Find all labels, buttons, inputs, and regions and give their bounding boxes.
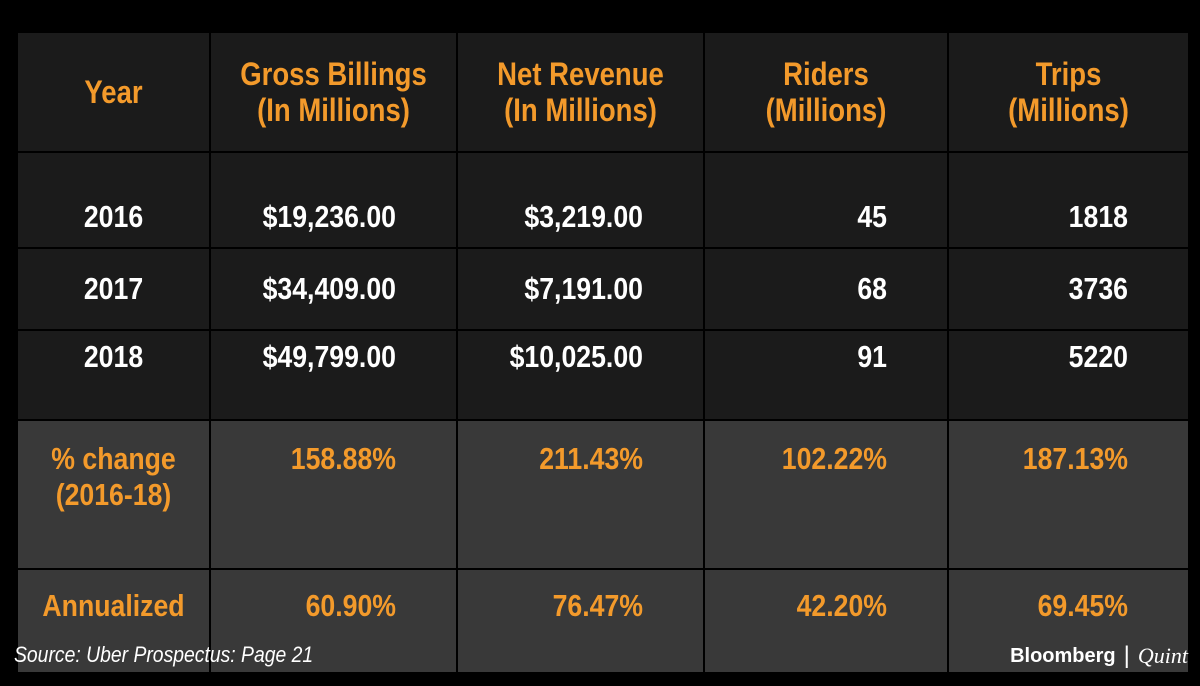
annualized-gross-billings: 60.90%	[305, 588, 396, 623]
header-trips-line2: (Millions)	[1008, 92, 1129, 128]
annualized-row: Annualized 60.90% 76.47% 42.20% 69.45%	[16, 568, 1190, 674]
trips-cell: 5220	[1068, 339, 1128, 374]
header-gross-billings-line2: (In Millions)	[257, 92, 410, 128]
annualized-label: Annualized	[42, 588, 185, 623]
pct-change-label-line1: % change	[51, 441, 176, 476]
net-revenue-cell: $10,025.00	[509, 339, 643, 374]
riders-cell: 45	[857, 199, 887, 234]
header-row: Year Gross Billings (In Millions) Net Re…	[16, 31, 1190, 153]
pct-change-label-line2: (2016-18)	[55, 477, 172, 512]
brand-logo: Bloomberg | Quint	[1010, 642, 1188, 670]
gross-billings-cell: $34,409.00	[262, 271, 396, 306]
header-net-revenue-line2: (In Millions)	[504, 92, 657, 128]
brand-separator: |	[1123, 642, 1130, 669]
header-gross-billings-line1: Gross Billings	[240, 56, 427, 92]
table-row: 2016 $19,236.00 $3,219.00 45 1818	[16, 151, 1190, 249]
brand-quint: Quint	[1137, 643, 1188, 668]
header-net-revenue: Net Revenue (In Millions)	[456, 31, 705, 153]
pct-change-net-revenue: 211.43%	[539, 441, 643, 476]
year-cell: 2016	[83, 199, 144, 234]
pct-change-riders: 102.22%	[781, 441, 887, 476]
header-riders-line2: (Millions)	[765, 92, 887, 128]
pct-change-row: % change (2016-18) 158.88% 211.43% 102.2…	[16, 419, 1190, 570]
net-revenue-cell: $7,191.00	[524, 271, 643, 306]
gross-billings-cell: $19,236.00	[262, 199, 396, 234]
header-year: Year	[16, 31, 211, 153]
gross-billings-cell: $49,799.00	[262, 339, 396, 374]
header-net-revenue-line1: Net Revenue	[497, 56, 664, 92]
annualized-riders: 42.20%	[796, 588, 887, 623]
header-year-line1: Year	[84, 74, 143, 110]
annualized-trips: 69.45%	[1037, 588, 1128, 623]
header-gross-billings: Gross Billings (In Millions)	[209, 31, 458, 153]
data-table: Year Gross Billings (In Millions) Net Re…	[16, 31, 1190, 674]
riders-cell: 91	[857, 339, 887, 374]
pct-change-gross-billings: 158.88%	[290, 441, 396, 476]
net-revenue-cell: $3,219.00	[524, 199, 643, 234]
year-cell: 2017	[83, 271, 144, 306]
trips-cell: 3736	[1068, 271, 1128, 306]
table-row: 2017 $34,409.00 $7,191.00 68 3736	[16, 247, 1190, 331]
pct-change-trips: 187.13%	[1022, 441, 1128, 476]
riders-cell: 68	[857, 271, 887, 306]
brand-bloomberg: Bloomberg	[1010, 644, 1116, 667]
header-trips: Trips (Millions)	[947, 31, 1190, 153]
table-row: 2018 $49,799.00 $10,025.00 91 5220	[16, 329, 1190, 421]
year-cell: 2018	[83, 339, 144, 374]
header-trips-line1: Trips	[1035, 56, 1102, 92]
trips-cell: 1818	[1068, 199, 1128, 234]
header-riders: Riders (Millions)	[703, 31, 949, 153]
header-riders-line1: Riders	[783, 56, 869, 92]
source-note: Source: Uber Prospectus: Page 21	[14, 642, 314, 667]
annualized-net-revenue: 76.47%	[552, 588, 643, 623]
